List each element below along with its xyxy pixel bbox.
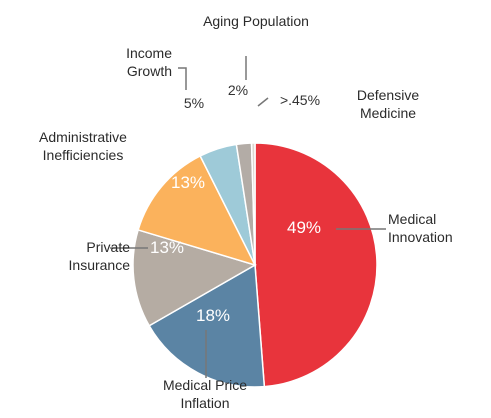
value-label: 18% — [195, 306, 231, 325]
pie-slice — [250, 142, 256, 266]
pie-slice — [254, 142, 378, 388]
value-label: 13% — [170, 173, 206, 192]
pie-slice — [132, 228, 257, 327]
category-label: Defensive Medicine — [356, 87, 420, 121]
value-label: >.45% — [279, 92, 321, 108]
value-label: 5% — [183, 95, 205, 111]
category-label: Aging Population — [203, 13, 309, 29]
value-label: 2% — [227, 82, 249, 98]
value-label: 49% — [286, 218, 322, 237]
leader-lines — [110, 56, 386, 378]
leader-line — [178, 67, 187, 90]
leader-line — [257, 97, 269, 107]
pie-slice — [137, 155, 257, 267]
category-label: Administrative Inefficiencies — [39, 129, 127, 163]
category-label: Income Growth — [126, 45, 172, 79]
category-label: Private Insurance — [68, 239, 130, 273]
value-label: 13% — [149, 238, 185, 257]
category-label: Medical Innovation — [388, 211, 453, 245]
pie-slice — [148, 263, 266, 388]
category-label: Medical Price Inflation — [162, 377, 248, 411]
